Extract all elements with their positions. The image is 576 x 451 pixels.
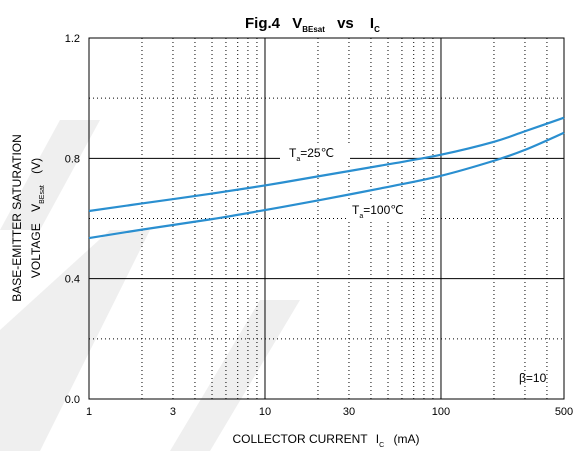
x-axis-label-prefix: COLLECTOR CURRENT [232,432,368,446]
title-v-sub: BEsat [302,25,325,34]
y-axis-label-2: VOLTAGE VBEsat (V) [29,158,47,278]
y-axis-label-prefix: VOLTAGE [29,223,43,278]
series-label-100: Ta=100℃ [352,203,404,220]
title-vs: vs [337,15,354,32]
y-tick-label: 1.2 [65,33,80,45]
x-axis-label-sub: C [379,442,384,449]
y-tick-label: 0.4 [65,274,80,286]
beta-annotation: β=10 [519,371,547,385]
series-label-100-bg [348,201,418,219]
x-tick-label: 1 [86,406,92,418]
grid [89,38,564,399]
chart-title: Fig.4 VBEsat vs IC [245,15,380,36]
x-axis-label-unit: (mA) [394,432,420,446]
title-fig: Fig.4 [245,15,281,32]
x-tick-label: 100 [432,406,450,418]
y-axis-label-unit: (V) [29,158,43,174]
y-tick-label: 0.8 [65,153,80,165]
y-axis-label-line1: BASE-EMITTER SATURATION [10,134,24,302]
title-i-sub: C [374,25,380,34]
y-tick-label: 0.0 [65,394,80,406]
x-tick-label: 3 [170,406,176,418]
series-line-ta100 [88,131,565,240]
x-axis-label: COLLECTOR CURRENT IC (mA) [232,432,419,450]
x-axis-label-i: I [376,432,379,446]
series-line-ta25 [88,116,565,213]
y-axis-label-v: V [29,204,43,212]
svg-text:VOLTAGE VBEsat (V): VOLTAGE VBEsat (V) [29,158,47,278]
series-label-25: Ta=25℃ [289,146,334,163]
title-i: I [370,15,374,32]
y-axis-label-sub: BEsat [39,185,46,204]
plot-frame [88,37,565,400]
watermark-logo [0,120,300,451]
tick-labels: 1 3 10 30 100 500 0.0 0.4 0.8 1.2 [65,33,573,418]
x-tick-label: 10 [259,406,271,418]
x-tick-label: 500 [555,406,573,418]
series-label-25-bg [280,143,350,161]
title-v: V [292,15,302,32]
x-tick-label: 30 [343,406,355,418]
curves [88,116,565,240]
y-axis-label: BASE-EMITTER SATURATION [10,134,24,302]
